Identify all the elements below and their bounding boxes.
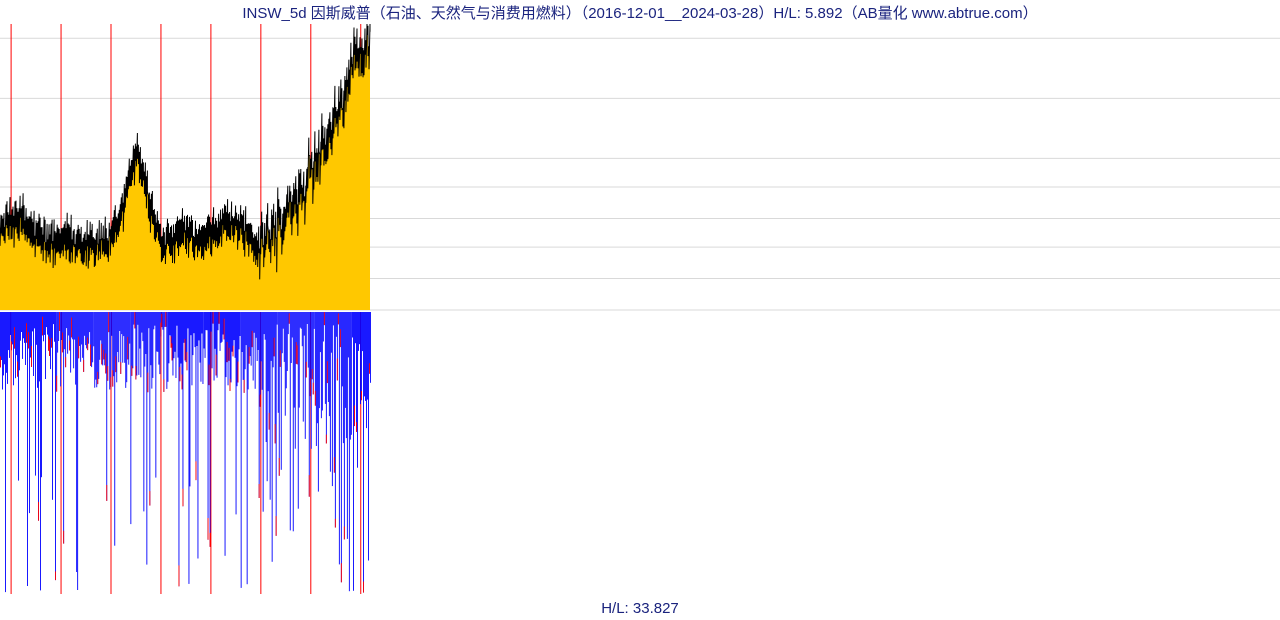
chart-footer: H/L: 33.827 [0, 600, 1280, 617]
chart-title: INSW_5d 因斯威普（石油、天然气与消费用燃料）（2016-12-01__2… [0, 0, 1280, 23]
chart-svg [0, 24, 1280, 594]
chart-area [0, 24, 1280, 594]
